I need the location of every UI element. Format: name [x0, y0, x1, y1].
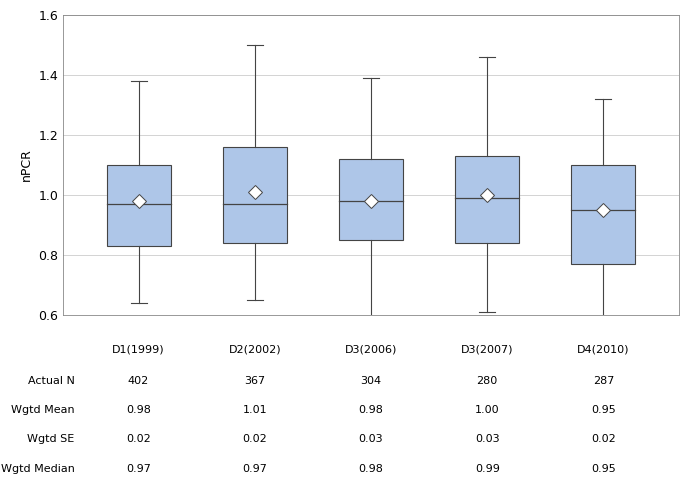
Text: 0.98: 0.98 — [358, 464, 384, 474]
Text: 1.00: 1.00 — [475, 405, 500, 415]
Text: 0.95: 0.95 — [591, 405, 616, 415]
Bar — [223, 147, 287, 243]
Bar — [571, 165, 636, 264]
Text: Actual N: Actual N — [28, 376, 75, 386]
Text: 0.98: 0.98 — [358, 405, 384, 415]
Text: 402: 402 — [128, 376, 149, 386]
Text: 0.97: 0.97 — [126, 464, 151, 474]
Text: D3(2007): D3(2007) — [461, 344, 514, 354]
Text: Wgtd SE: Wgtd SE — [27, 434, 75, 444]
Text: 0.02: 0.02 — [126, 434, 151, 444]
Text: D4(2010): D4(2010) — [578, 344, 630, 354]
Text: 0.03: 0.03 — [475, 434, 500, 444]
Text: D2(2002): D2(2002) — [228, 344, 281, 354]
Text: 0.02: 0.02 — [242, 434, 267, 444]
Text: 287: 287 — [593, 376, 614, 386]
Text: 280: 280 — [477, 376, 498, 386]
Text: D1(1999): D1(1999) — [112, 344, 165, 354]
Text: 367: 367 — [244, 376, 265, 386]
Text: 0.98: 0.98 — [126, 405, 151, 415]
Text: D3(2006): D3(2006) — [345, 344, 397, 354]
Y-axis label: nPCR: nPCR — [20, 148, 33, 182]
Text: 1.01: 1.01 — [242, 405, 267, 415]
Bar — [339, 159, 403, 240]
Text: 0.03: 0.03 — [358, 434, 384, 444]
Text: 0.95: 0.95 — [591, 464, 616, 474]
Bar — [455, 156, 519, 243]
Text: Wgtd Median: Wgtd Median — [1, 464, 75, 474]
Text: 0.99: 0.99 — [475, 464, 500, 474]
Text: Wgtd Mean: Wgtd Mean — [11, 405, 75, 415]
Text: 304: 304 — [360, 376, 382, 386]
Bar — [106, 165, 171, 246]
Text: 0.97: 0.97 — [242, 464, 267, 474]
Text: 0.02: 0.02 — [591, 434, 616, 444]
